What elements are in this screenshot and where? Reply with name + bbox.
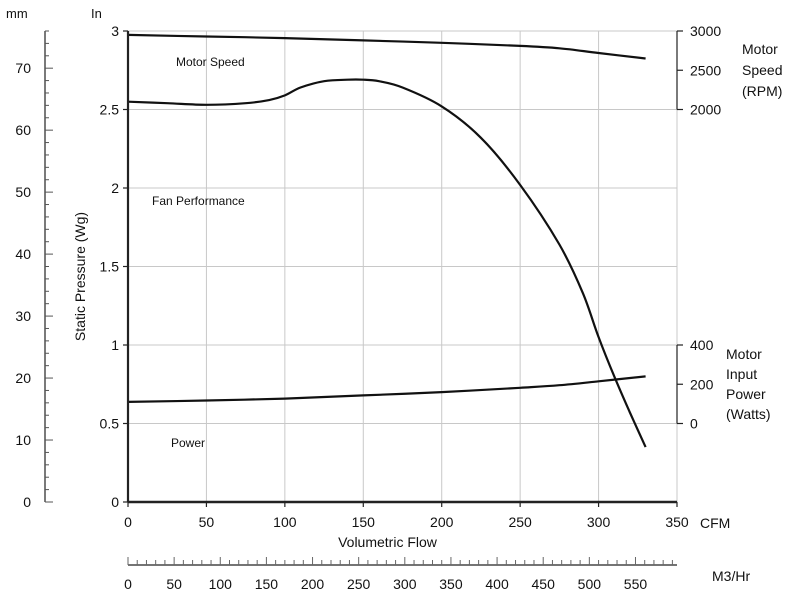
m3hr-tick-label: 200 [301,576,325,592]
mm-unit-label: mm [6,6,28,21]
curves [127,33,647,448]
m3hr-tick-label: 0 [124,576,132,592]
motor-speed-curve [127,33,646,60]
y-tick-label: 0 [111,494,119,510]
m3hr-tick-label: 300 [393,576,417,592]
m3hr-tick-label: 50 [166,576,182,592]
mm-tick-label: 10 [15,432,31,448]
power-axis-title: Motor [726,346,762,362]
power-axis-title: Power [726,386,766,402]
grid-lines [128,30,678,502]
y-tick-label: 3 [111,23,119,39]
x-tick-label: 50 [199,514,215,530]
rpm-axis-title: (RPM) [742,83,782,99]
power-axis-title: (Watts) [726,406,771,422]
m3hr-tick-label: 250 [347,576,371,592]
y-tick-label: 0.5 [100,416,120,432]
power-tick-label: 0 [690,416,698,432]
x-tick-label: 300 [587,514,611,530]
labels: 0 0.5 1 1.5 2 2.5 3 In Static Pressure (Wg) 0 50 10… [6,6,782,592]
rpm-tick-label: 2000 [690,102,721,118]
y-axis-title: Static Pressure (Wg) [72,212,88,341]
y-tick-label: 1.5 [100,259,120,275]
power-axis-title: Input [726,366,757,382]
m3hr-tick-label: 450 [532,576,556,592]
mm-tick-label: 40 [15,246,31,262]
m3hr-tick-label: 550 [624,576,648,592]
m3hr-tick-label: 150 [255,576,279,592]
rpm-tick-label: 3000 [690,23,721,39]
x-tick-label: 200 [430,514,454,530]
rpm-axis-title: Speed [742,62,782,78]
power-tick-label: 400 [690,337,714,353]
rpm-tick-label: 2500 [690,62,721,78]
axes [44,30,683,566]
power-label: Power [171,436,205,450]
rpm-axis-title: Motor [742,41,778,57]
y-tick-label: 1 [111,337,119,353]
x-tick-label: 350 [665,514,689,530]
m3hr-tick-label: 500 [578,576,602,592]
mm-tick-label: 70 [15,60,31,76]
y-unit-label: In [91,6,102,21]
mm-tick-label: 30 [15,308,31,324]
power-tick-label: 200 [690,376,714,392]
power-curve [127,375,646,403]
m3hr-tick-label: 350 [439,576,463,592]
x-tick-label: 0 [124,514,132,530]
y-tick-label: 2.5 [100,102,120,118]
mm-tick-label: 50 [15,184,31,200]
x-tick-label: 150 [352,514,376,530]
m3hr-tick-label: 100 [209,576,233,592]
motor-speed-label: Motor Speed [176,55,245,69]
x-unit-label: CFM [700,515,730,531]
x-tick-label: 250 [508,514,532,530]
fan-performance-curve [127,78,647,448]
y-tick-label: 2 [111,180,119,196]
x-axis-title: Volumetric Flow [338,534,438,550]
m3hr-unit-label: M3/Hr [712,568,750,584]
fan-performance-label: Fan Performance [152,194,245,208]
mm-tick-label: 0 [23,494,31,510]
mm-tick-label: 20 [15,370,31,386]
mm-tick-label: 60 [15,122,31,138]
x-tick-label: 100 [273,514,297,530]
m3hr-tick-label: 400 [485,576,509,592]
